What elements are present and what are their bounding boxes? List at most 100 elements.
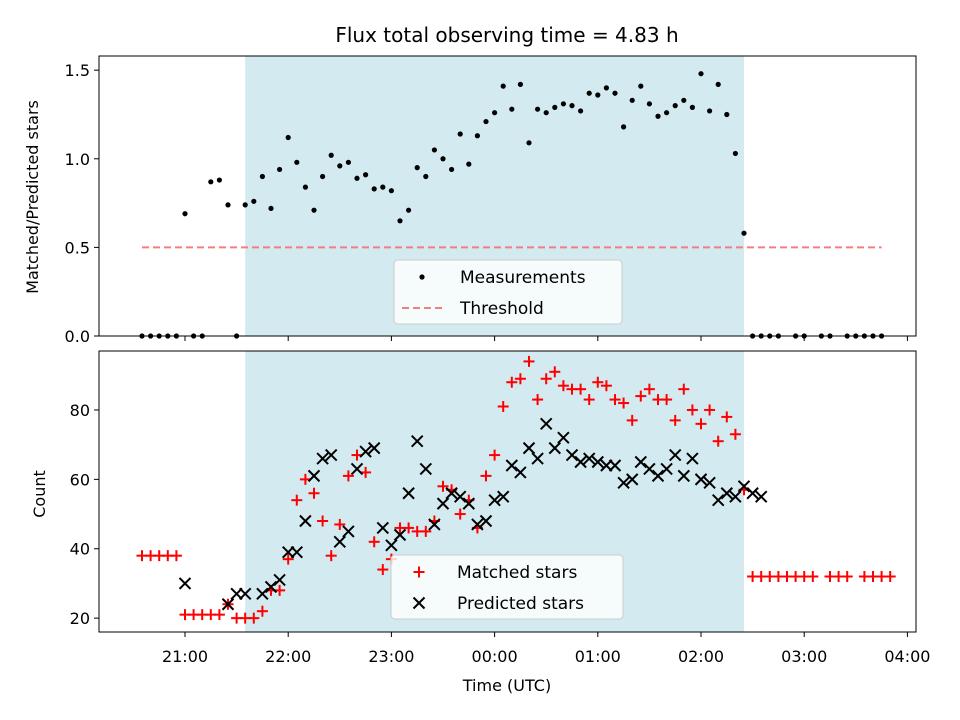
measurement-point: [629, 97, 635, 103]
matched-star-point: [480, 470, 492, 482]
predicted-star-point: [643, 462, 656, 476]
measurement-point: [543, 110, 549, 116]
predicted-star-point: [591, 455, 605, 469]
matched-star-point: [308, 487, 320, 499]
measurement-point: [500, 83, 506, 89]
predicted-star-point: [359, 445, 372, 458]
measurement-point: [397, 218, 403, 224]
bottom-y-axis-label: Count: [30, 470, 49, 518]
matched-star-point: [704, 404, 716, 416]
matched-star-point: [669, 414, 681, 426]
predicted-star-point: [677, 469, 691, 483]
matched-star-point: [678, 383, 690, 395]
matched-star-point: [695, 418, 707, 430]
measurement-point: [707, 108, 713, 114]
predicted-star-point: [428, 518, 441, 531]
measurement-point: [698, 71, 704, 77]
predicted-star-point: [574, 455, 587, 469]
matched-star-point: [549, 366, 561, 378]
measurement-point: [492, 110, 498, 116]
y-tick-label: 1.0: [65, 150, 90, 169]
matched-star-point: [282, 553, 294, 565]
measurement-point: [242, 202, 248, 208]
measurement-point: [208, 179, 214, 185]
x-tick-label: 22:00: [265, 647, 311, 666]
bottom-panel: 20 40 60 80 21:00 22:00 23:00 00:00 01:00 02:00 03…: [70, 350, 930, 666]
measurement-point: [664, 110, 670, 116]
measurement-point: [474, 133, 480, 139]
predicted-star-point: [462, 497, 476, 510]
measurement-point: [767, 333, 773, 339]
predicted-star-point: [350, 462, 364, 476]
measurement-point: [689, 104, 696, 110]
matched-star-point: [712, 435, 724, 447]
measurement-point: [431, 147, 437, 153]
x-tick-label: 23:00: [368, 647, 414, 666]
measurement-point: [818, 333, 825, 339]
matched-star-point: [377, 564, 389, 576]
legend-swatch: [412, 596, 426, 610]
measurement-point: [793, 333, 799, 339]
measurement-point: [595, 92, 601, 98]
matched-star-point: [583, 394, 595, 406]
matched-star-point: [635, 390, 647, 402]
predicted-star-point: [548, 441, 562, 455]
measurement-point: [380, 184, 386, 190]
legend-swatch: [413, 566, 425, 578]
predicted-star-point: [221, 598, 235, 611]
y-tick-label: 20: [70, 609, 90, 628]
x-tick-label: 02:00: [678, 647, 724, 666]
measurement-point: [156, 333, 162, 339]
measurement-point: [285, 134, 291, 141]
matched-star-point: [609, 394, 621, 406]
y-tick-label: 0.5: [65, 238, 90, 257]
measurement-point: [259, 173, 265, 180]
predicted-star-point: [324, 448, 338, 462]
predicted-star-point: [256, 587, 269, 601]
measurement-point: [724, 111, 730, 118]
measurement-point: [638, 83, 644, 89]
predicted-star-point: [625, 473, 639, 486]
matched-star-point: [256, 605, 268, 617]
matched-star-point: [532, 394, 544, 406]
matched-star-point: [592, 376, 604, 388]
predicted-star-point: [290, 546, 304, 559]
matched-star-point: [454, 508, 466, 520]
matched-star-point: [575, 383, 587, 395]
predicted-star-point: [496, 490, 510, 503]
measurement-point: [449, 166, 455, 173]
measurement-point: [406, 207, 412, 213]
x-tick-label: 01:00: [575, 647, 621, 666]
matched-star-point: [403, 522, 415, 534]
matched-star-point: [489, 449, 501, 461]
predicted-star-point: [668, 448, 682, 462]
measurement-point: [775, 333, 782, 339]
matched-star-point: [807, 570, 819, 582]
predicted-star-point: [505, 459, 519, 472]
predicted-star-point: [711, 493, 725, 507]
measurement-point: [535, 106, 541, 112]
measurement-point: [578, 108, 584, 114]
measurement-point: [234, 333, 240, 339]
matched-star-point: [360, 466, 372, 478]
measurement-point: [758, 333, 764, 339]
predicted-star-point: [299, 514, 312, 528]
x-tick-label: 04:00: [884, 647, 930, 666]
predicted-star-point: [264, 580, 278, 594]
measurement-point: [672, 103, 678, 109]
x-tick-label: 03:00: [781, 647, 827, 666]
measurement-point: [526, 140, 532, 146]
measurement-point: [681, 97, 687, 103]
y-tick-label: 40: [70, 540, 90, 559]
measurement-point: [483, 118, 489, 125]
measurement-point: [354, 175, 360, 181]
top-panel: 0.0 0.5 1.0 1.5 Measurements Threshold: [65, 55, 917, 346]
measurement-point: [423, 173, 429, 180]
measurement-point: [732, 150, 739, 157]
measurement-point: [440, 156, 446, 162]
legend-box: [393, 259, 623, 325]
measurement-point: [345, 159, 351, 165]
measurement-point: [853, 333, 859, 339]
chart-title: Flux total observing time = 4.83 h: [335, 23, 678, 47]
matched-star-point: [626, 414, 638, 426]
